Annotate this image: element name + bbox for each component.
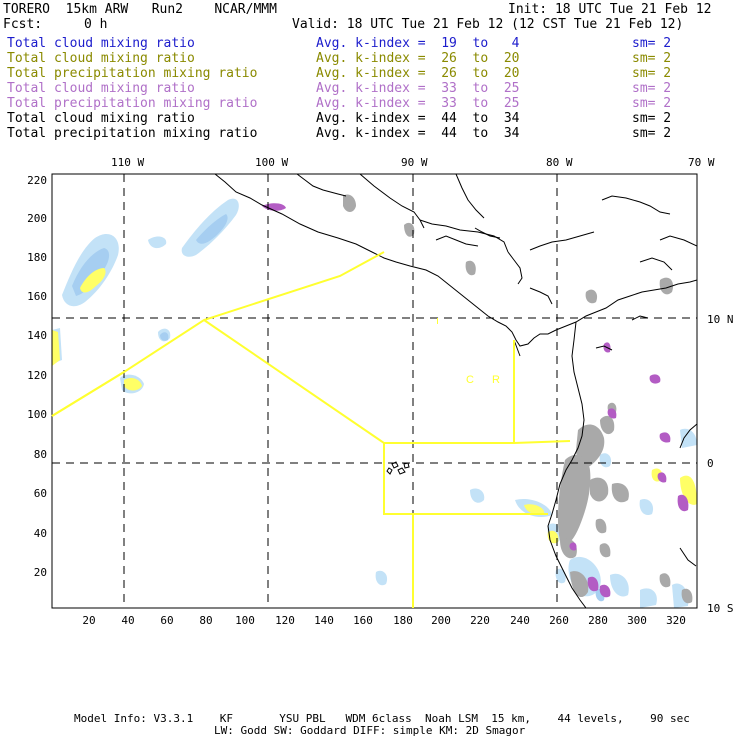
map-frame — [51, 173, 698, 609]
lat-label: 0 — [707, 457, 714, 470]
x-tick: 240 — [510, 614, 530, 627]
y-tick: 20 — [34, 566, 47, 579]
annotation-c: C — [466, 374, 474, 386]
y-tick: 100 — [27, 408, 47, 421]
legend-field: Total precipitation mixing ratio — [7, 96, 258, 111]
x-tick: 60 — [160, 614, 173, 627]
x-tick: 100 — [235, 614, 255, 627]
annotation-r: R — [492, 374, 500, 386]
cloud-gray-shading — [343, 194, 693, 604]
legend-index: Avg. k-index = 26 to 20 — [316, 51, 520, 66]
y-tick: 160 — [27, 290, 47, 303]
x-tick: 140 — [314, 614, 334, 627]
x-tick: 180 — [393, 614, 413, 627]
legend-index: Avg. k-index = 33 to 25 — [316, 96, 520, 111]
legend-row: Total precipitation mixing ratio Avg. k-… — [7, 126, 737, 141]
legend-index: Avg. k-index = 44 to 34 — [316, 126, 520, 141]
legend-sm: sm= 2 — [632, 96, 672, 111]
latitude-labels: 10 N 0 10 S — [707, 313, 734, 615]
legend-field: Total precipitation mixing ratio — [7, 126, 258, 141]
y-tick: 80 — [34, 448, 47, 461]
legend-index: Avg. k-index = 26 to 20 — [316, 66, 520, 81]
forecast-hour: 0 h — [84, 17, 108, 32]
legend-row: Total cloud mixing ratio Avg. k-index = … — [7, 81, 737, 96]
shaded-fields — [52, 194, 697, 608]
legend-sm: sm= 2 — [632, 126, 672, 141]
precip-yellow-shading — [52, 268, 697, 544]
legend-sm: sm= 2 — [632, 51, 672, 66]
legend-row: Total cloud mixing ratio Avg. k-index = … — [7, 51, 737, 66]
y-grid-labels: 20 40 60 80 100 120 140 160 180 200 220 — [27, 174, 47, 579]
legend-field: Total precipitation mixing ratio — [7, 66, 258, 81]
legend-index: Avg. k-index = 44 to 34 — [316, 111, 520, 126]
legend-row: Total cloud mixing ratio Avg. k-index = … — [7, 111, 737, 126]
y-tick: 40 — [34, 527, 47, 540]
lon-label: 70 W — [688, 156, 715, 169]
x-tick: 120 — [275, 614, 295, 627]
legend-index: Avg. k-index = 33 to 25 — [316, 81, 520, 96]
legend-sm: sm= 2 — [632, 111, 672, 126]
legend-sm: sm= 2 — [632, 66, 672, 81]
legend-row: Total precipitation mixing ratio Avg. k-… — [7, 66, 737, 81]
y-tick: 200 — [27, 212, 47, 225]
x-tick: 160 — [353, 614, 373, 627]
x-tick: 280 — [588, 614, 608, 627]
x-tick: 40 — [121, 614, 134, 627]
legend-index: Avg. k-index = 19 to 4 — [316, 36, 520, 51]
lat-label: 10 N — [707, 313, 734, 326]
legend-row: Total precipitation mixing ratio Avg. k-… — [7, 96, 737, 111]
legend-field: Total cloud mixing ratio — [7, 36, 195, 51]
lat-label: 10 S — [707, 602, 734, 615]
run-title: TORERO 15km ARW Run2 NCAR/MMM — [3, 2, 277, 17]
galapagos-islands — [386, 461, 410, 475]
graticule-lines — [52, 174, 697, 608]
forecast-label: Fcst: — [3, 17, 43, 32]
precip-purple-shading — [262, 203, 689, 598]
lon-label: 80 W — [546, 156, 573, 169]
legend-field: Total cloud mixing ratio — [7, 51, 195, 66]
annotation-mark: ı — [436, 315, 439, 327]
legend-sm: sm= 2 — [632, 36, 672, 51]
x-grid-labels: 20 40 60 80 100 120 140 160 180 200 220 … — [82, 614, 686, 627]
x-tick: 320 — [666, 614, 686, 627]
y-tick: 60 — [34, 487, 47, 500]
x-tick: 220 — [470, 614, 490, 627]
x-tick: 20 — [82, 614, 95, 627]
x-tick: 260 — [549, 614, 569, 627]
y-tick: 220 — [27, 174, 47, 187]
x-tick: 80 — [199, 614, 212, 627]
y-tick: 140 — [27, 329, 47, 342]
valid-time: Valid: 18 UTC Tue 21 Feb 12 (12 CST Tue … — [292, 17, 684, 32]
lon-label: 90 W — [401, 156, 428, 169]
legend-sm: sm= 2 — [632, 81, 672, 96]
legend-field: Total cloud mixing ratio — [7, 81, 195, 96]
longitude-labels: 110 W 100 W 90 W 80 W 70 W — [111, 156, 715, 169]
coastlines — [214, 174, 697, 608]
x-tick: 200 — [431, 614, 451, 627]
sector-boundaries — [51, 251, 571, 608]
model-info-line2: LW: Godd SW: Goddard DIFF: simple KM: 2D… — [214, 724, 526, 737]
lon-label: 100 W — [255, 156, 288, 169]
init-time: Init: 18 UTC Tue 21 Feb 12 — [508, 2, 712, 17]
x-tick: 300 — [627, 614, 647, 627]
lon-label: 110 W — [111, 156, 144, 169]
y-tick: 120 — [27, 369, 47, 382]
y-tick: 180 — [27, 251, 47, 264]
legend-row: Total cloud mixing ratio Avg. k-index = … — [7, 36, 737, 51]
model-info-line1: Model Info: V3.3.1 KF YSU PBL WDM 6class… — [74, 712, 690, 725]
cloud-medium-blue-shading — [72, 214, 605, 602]
legend-field: Total cloud mixing ratio — [7, 111, 195, 126]
